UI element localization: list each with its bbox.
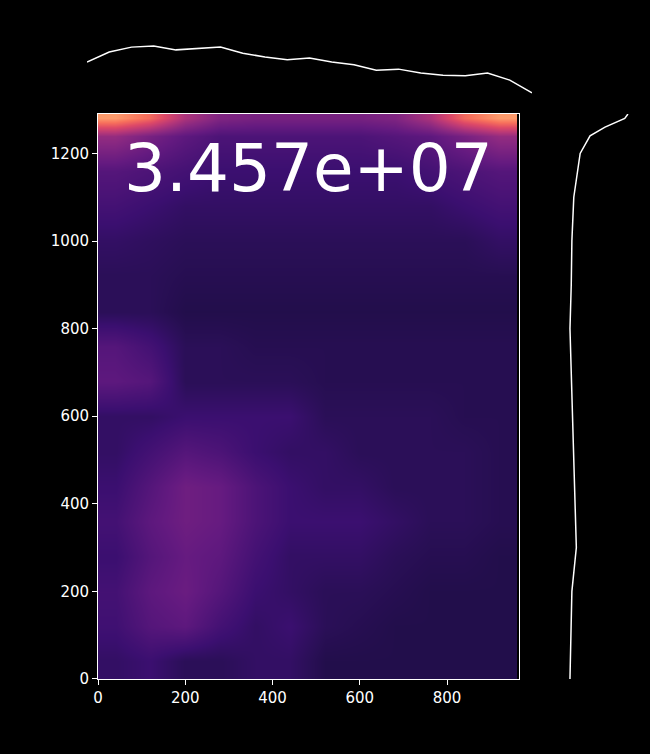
svg-text:0: 0: [93, 689, 103, 707]
svg-text:600: 600: [60, 407, 89, 425]
svg-text:400: 400: [60, 495, 89, 513]
svg-text:400: 400: [258, 689, 287, 707]
svg-text:1000: 1000: [51, 232, 89, 250]
svg-text:600: 600: [345, 689, 374, 707]
svg-text:3.457e+07: 3.457e+07: [124, 130, 493, 207]
svg-text:200: 200: [60, 583, 89, 601]
svg-text:1200: 1200: [51, 145, 89, 163]
svg-text:800: 800: [60, 320, 89, 338]
svg-text:800: 800: [433, 689, 462, 707]
svg-text:0: 0: [79, 670, 89, 688]
svg-text:200: 200: [171, 689, 200, 707]
